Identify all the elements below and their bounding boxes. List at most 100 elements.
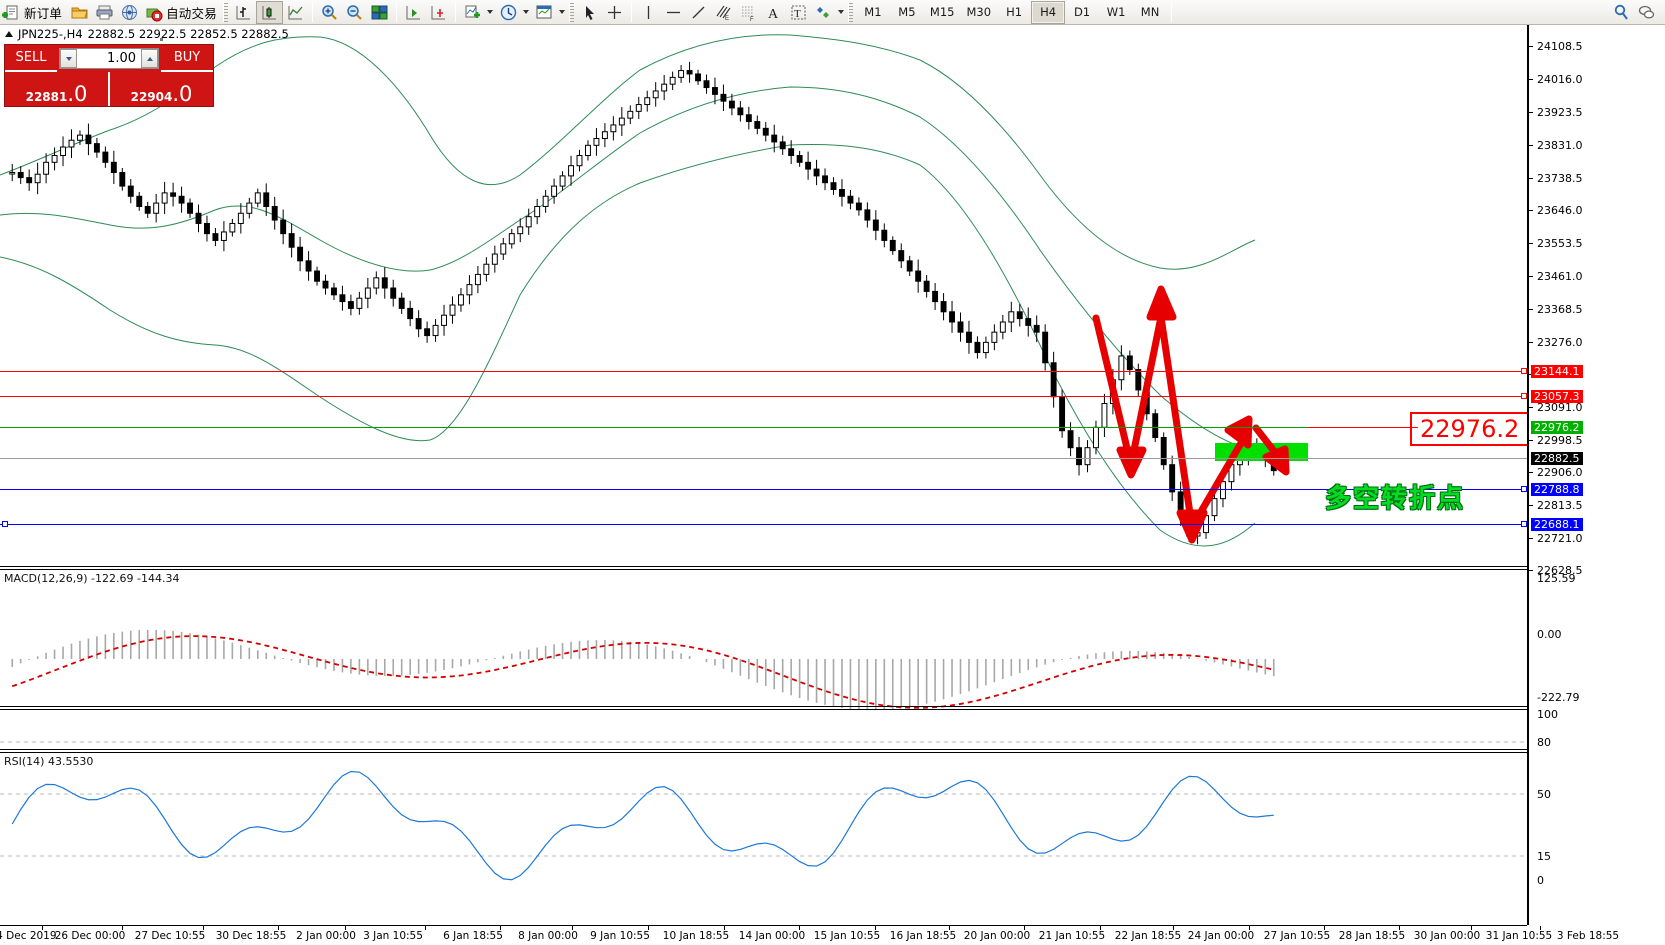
horizontal-line-button[interactable]: [661, 1, 686, 24]
price-chart-canvas[interactable]: [0, 25, 1527, 925]
level-handle-22688-left[interactable]: [2, 521, 8, 527]
level-handle-23144[interactable]: [1521, 368, 1527, 374]
globe-button[interactable]: [117, 1, 142, 24]
time-axis-label: 24 Jan 00:00: [1187, 930, 1255, 942]
period-button[interactable]: [496, 1, 532, 24]
candle-bullish: [51, 155, 58, 163]
toolbar-gripper-1[interactable]: [222, 2, 228, 22]
new-order-icon: [2, 3, 21, 22]
price-badge-resistance[interactable]: 23144.1: [1531, 365, 1583, 378]
toolbar-gripper-2[interactable]: [568, 2, 574, 22]
timeframe-mn[interactable]: MN: [1140, 5, 1160, 19]
tile-windows-button[interactable]: [367, 1, 392, 24]
price-axis-label: 22906.0: [1537, 466, 1583, 479]
level-line-23144[interactable]: [0, 371, 1527, 372]
candle-bullish: [576, 155, 583, 167]
timeframe-m30[interactable]: M30: [966, 5, 992, 19]
search-button[interactable]: [1609, 1, 1634, 24]
buy-price-decimal: .0: [172, 82, 193, 106]
candle-bullish: [517, 226, 524, 235]
level-line-22976[interactable]: [0, 427, 1527, 428]
new-order-button[interactable]: 新订单: [0, 1, 67, 24]
vertical-line-button[interactable]: [636, 1, 661, 24]
level-handle-23057[interactable]: [1521, 393, 1527, 399]
shapes-icon: [814, 3, 833, 22]
collapse-triangle-icon[interactable]: [5, 31, 13, 37]
chevron-down-icon[interactable]: [837, 10, 844, 14]
level-line-22788[interactable]: [0, 489, 1527, 490]
candle-bullish: [585, 144, 591, 157]
chevron-down-icon[interactable]: [558, 10, 565, 14]
price-badge-resistance[interactable]: 23057.3: [1531, 390, 1583, 403]
print-button[interactable]: [92, 1, 117, 24]
bar-chart-button[interactable]: [231, 1, 256, 24]
timeframe-m1[interactable]: M1: [864, 5, 882, 19]
zoom-in-button[interactable]: [317, 1, 342, 24]
level-line-22688[interactable]: [0, 524, 1527, 525]
templates-button[interactable]: [532, 1, 568, 24]
chat-button[interactable]: [1634, 1, 1659, 24]
auto-scroll-button[interactable]: [426, 1, 451, 24]
sell-button[interactable]: SELL: [5, 45, 57, 72]
toolbar-gripper-3[interactable]: [847, 2, 853, 22]
indicators-button[interactable]: [460, 1, 496, 24]
candlestick-button[interactable]: [255, 0, 283, 24]
volume-input[interactable]: 1.00: [107, 51, 136, 66]
level-line-23057[interactable]: [0, 396, 1527, 397]
text-label-button[interactable]: T: [786, 1, 811, 24]
timeframe-h1[interactable]: H1: [1006, 5, 1023, 19]
volume-stepper[interactable]: 1.00: [59, 48, 159, 69]
time-axis-tick: [1024, 926, 1025, 930]
price-badge-pivot[interactable]: 22976.2: [1531, 421, 1583, 434]
candle-bullish: [1093, 426, 1099, 449]
price-badge-support[interactable]: 22688.1: [1531, 518, 1583, 531]
price-tag-connector: [1308, 427, 1418, 428]
candle-bearish: [1016, 311, 1023, 320]
timeframe-d1[interactable]: D1: [1073, 5, 1091, 19]
time-axis-tick: [1100, 926, 1101, 930]
equidistant-channel-button[interactable]: E: [711, 1, 736, 24]
folder-button[interactable]: [67, 1, 92, 24]
sell-price[interactable]: 22881 .0: [5, 72, 108, 106]
level-handle-22688[interactable]: [1521, 521, 1527, 527]
cursor-button[interactable]: [577, 1, 602, 24]
candle-bearish: [288, 233, 295, 248]
buy-button[interactable]: BUY: [161, 45, 213, 72]
timeframe-m15[interactable]: M15: [929, 5, 955, 19]
volume-increment-button[interactable]: [141, 49, 158, 68]
crosshair-button[interactable]: [602, 1, 627, 24]
volume-decrement-button[interactable]: [60, 49, 77, 68]
chevron-down-icon[interactable]: [486, 10, 493, 14]
buy-price[interactable]: 22904 .0: [108, 72, 213, 106]
price-badge-current-bid[interactable]: 22882.5: [1531, 452, 1583, 465]
chart-shift-button[interactable]: [401, 1, 426, 24]
candle-bearish: [788, 148, 795, 157]
chevron-down-icon[interactable]: [522, 10, 529, 14]
one-click-trading-panel[interactable]: SELL 1.00 BUY 22881 .0 22904 .0: [4, 44, 214, 107]
price-badge-support[interactable]: 22788.8: [1531, 483, 1583, 496]
timeframe-m5[interactable]: M5: [898, 5, 916, 19]
candle-bearish: [898, 250, 905, 262]
timeframe-h4[interactable]: H4: [1031, 0, 1066, 24]
timeframe-w1[interactable]: W1: [1106, 5, 1126, 19]
candle-bearish: [26, 177, 33, 184]
text-button[interactable]: A: [761, 1, 786, 24]
time-axis-label: 2 Jan 00:00: [296, 930, 356, 942]
svg-text:T: T: [794, 8, 801, 20]
shapes-button[interactable]: [811, 1, 847, 24]
price-axis[interactable]: 24108.5 24016.0 23923.5 23831.0 23738.5 23646…: [1527, 25, 1665, 925]
candle-bullish: [1101, 403, 1108, 428]
time-axis-label: 6 Jan 18:55: [443, 930, 503, 942]
price-tag-22976[interactable]: 22976.2: [1410, 412, 1530, 446]
crosshair-icon: [605, 3, 624, 22]
time-axis-tick: [1471, 926, 1472, 930]
trendline-button[interactable]: [686, 1, 711, 24]
level-handle-22788[interactable]: [1521, 486, 1527, 492]
line-chart-button[interactable]: [283, 1, 308, 24]
candle-bullish: [153, 202, 160, 214]
fibonacci-button[interactable]: F: [736, 1, 761, 24]
arrowhead-down-3: [1262, 445, 1290, 476]
auto-trading-button[interactable]: 自动交易: [142, 1, 222, 24]
zoom-out-button[interactable]: [342, 1, 367, 24]
